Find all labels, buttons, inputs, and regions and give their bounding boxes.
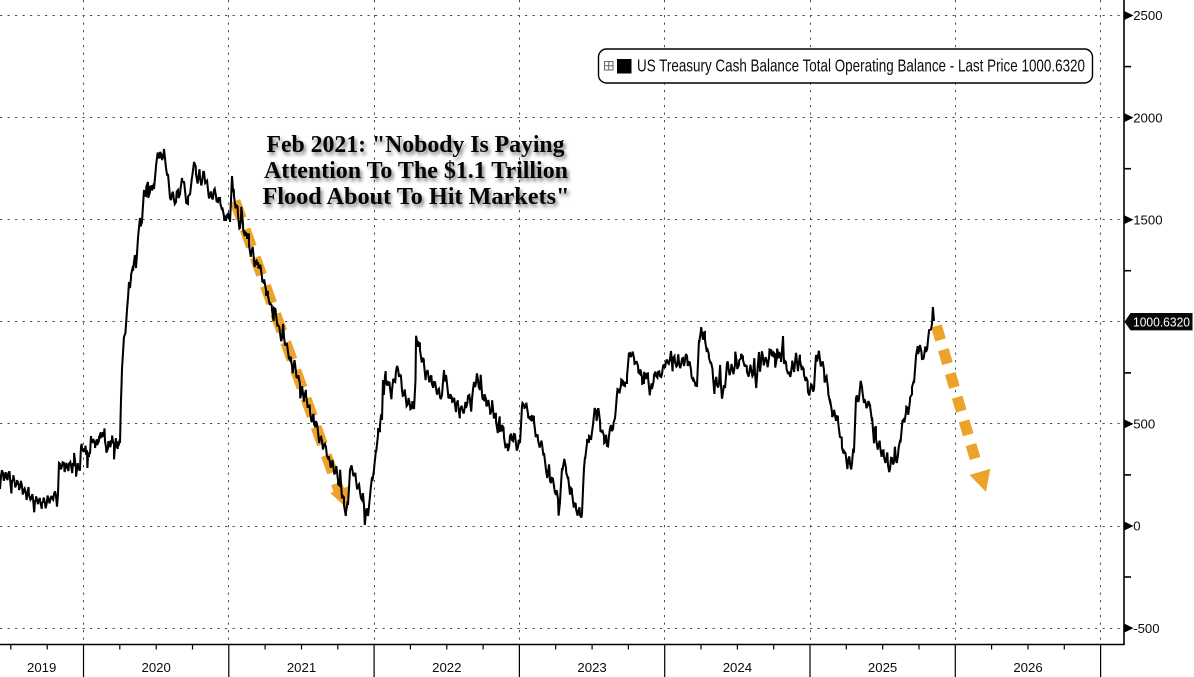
svg-text:2023: 2023 <box>577 660 606 675</box>
svg-text:0: 0 <box>1133 519 1140 534</box>
svg-text:1500: 1500 <box>1133 212 1162 227</box>
svg-text:2019: 2019 <box>27 660 56 675</box>
svg-text:Feb 2021: "Nobody Is Paying: Feb 2021: "Nobody Is Paying <box>267 131 566 158</box>
svg-text:2025: 2025 <box>868 660 897 675</box>
svg-text:2024: 2024 <box>723 660 752 675</box>
svg-text:2021: 2021 <box>287 660 316 675</box>
svg-text:1000.6320: 1000.6320 <box>1133 315 1190 330</box>
svg-text:Flood About To Hit Markets": Flood About To Hit Markets" <box>263 183 570 210</box>
svg-text:2026: 2026 <box>1013 660 1042 675</box>
svg-text:Attention To The $1.1 Trillion: Attention To The $1.1 Trillion <box>264 157 568 184</box>
svg-text:2020: 2020 <box>142 660 171 675</box>
svg-text:US Treasury Cash Balance Total: US Treasury Cash Balance Total Operating… <box>637 56 1085 76</box>
svg-text:500: 500 <box>1133 417 1155 432</box>
svg-text:2500: 2500 <box>1133 8 1162 23</box>
svg-text:2000: 2000 <box>1133 110 1162 125</box>
svg-text:2022: 2022 <box>432 660 461 675</box>
svg-text:-500: -500 <box>1133 621 1159 636</box>
